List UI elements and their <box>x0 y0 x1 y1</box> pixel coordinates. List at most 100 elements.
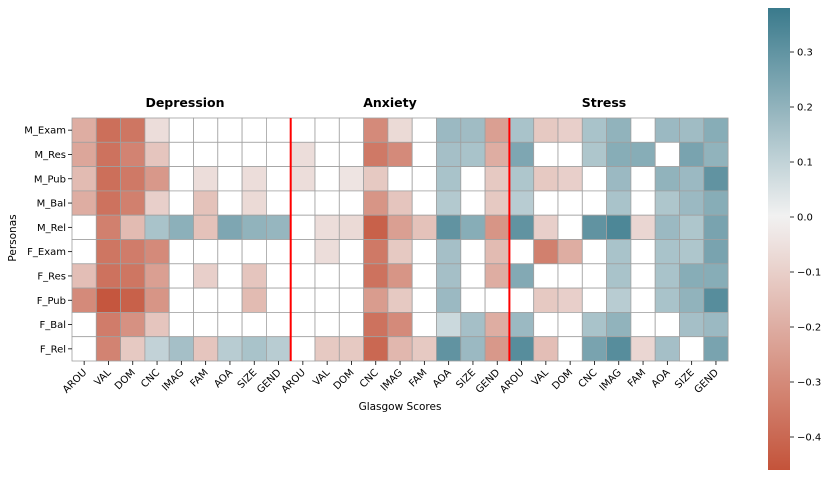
heatmap-cell <box>581 311 607 338</box>
heatmap-cell <box>217 190 243 216</box>
colorbar-tick-label: 0.1 <box>797 158 813 169</box>
heatmap-cell <box>265 336 292 362</box>
heatmap-cell <box>484 311 510 338</box>
heatmap-cell <box>387 214 413 240</box>
heatmap-cell <box>460 287 486 313</box>
heatmap-cell <box>630 311 656 338</box>
heatmap-cell <box>679 287 705 313</box>
heatmap-cell <box>314 311 340 338</box>
heatmap-cell <box>436 336 462 362</box>
y-axis-label: Personas <box>7 214 19 261</box>
heatmap-cell <box>387 141 413 168</box>
heatmap-cell <box>703 311 729 338</box>
heatmap-cell <box>654 311 680 338</box>
heatmap-cell <box>581 336 607 362</box>
heatmap-cell <box>144 214 170 240</box>
group-separators <box>289 118 511 361</box>
heatmap-cell <box>484 141 510 168</box>
heatmap-cell <box>654 166 680 192</box>
y-tick-label: M_Res <box>35 150 67 161</box>
heatmap-cell <box>290 336 316 362</box>
heatmap-cell <box>630 239 656 265</box>
heatmap-cell <box>71 190 97 216</box>
heatmap-cell <box>557 190 583 216</box>
heatmap-cell <box>265 214 292 240</box>
heatmap-cell <box>217 141 243 168</box>
heatmap-cell <box>193 239 219 265</box>
heatmap-cell <box>120 287 146 313</box>
heatmap-cell <box>71 336 97 362</box>
heatmap-cell <box>168 336 194 362</box>
heatmap-cell <box>679 336 705 362</box>
heatmap-cell <box>217 287 243 313</box>
heatmap-cell <box>654 141 680 168</box>
heatmap-cell <box>557 311 583 338</box>
heatmap-cell <box>241 311 267 338</box>
heatmap-cell <box>436 263 462 289</box>
heatmap-cell <box>338 311 364 338</box>
heatmap-cell <box>314 141 340 168</box>
heatmap-cell <box>265 190 292 216</box>
heatmap-cell <box>168 287 194 313</box>
heatmap-cell <box>71 117 97 143</box>
heatmap-cell <box>144 336 170 362</box>
heatmap-cell <box>581 287 607 313</box>
heatmap-cell <box>606 190 632 216</box>
heatmap-cell <box>120 311 146 338</box>
heatmap-cell <box>387 336 413 362</box>
x-tick-label: CNC <box>139 367 162 390</box>
heatmap-cell <box>241 214 267 240</box>
heatmap-cell <box>436 287 462 313</box>
heatmap-cell <box>290 190 316 216</box>
heatmap-cell <box>168 214 194 240</box>
heatmap-cell <box>120 190 146 216</box>
heatmap-cell <box>265 239 292 265</box>
heatmap-cell <box>679 263 705 289</box>
colorbar-tick-label: −0.3 <box>797 378 821 389</box>
heatmap-cell <box>314 166 340 192</box>
heatmap-cell <box>533 287 559 313</box>
heatmap-cell <box>581 263 607 289</box>
heatmap-cell <box>387 263 413 289</box>
heatmap-cell <box>387 239 413 265</box>
x-tick-label: AROU <box>61 367 89 395</box>
x-tick-label: DOM <box>113 367 138 392</box>
heatmap-cell <box>193 141 219 168</box>
heatmap-cell <box>679 214 705 240</box>
heatmap-cell <box>557 287 583 313</box>
heatmap-cell <box>95 141 122 168</box>
heatmap-cell <box>241 117 267 143</box>
heatmap-cell <box>581 141 607 168</box>
heatmap-cell <box>533 336 559 362</box>
heatmap-cell <box>95 166 122 192</box>
heatmap-cell <box>95 214 122 240</box>
heatmap-cell <box>120 117 146 143</box>
heatmap-cell <box>533 141 559 168</box>
heatmap-cell <box>508 214 535 240</box>
heatmap-cell <box>120 336 146 362</box>
heatmap-cell <box>95 239 122 265</box>
heatmap-cell <box>460 214 486 240</box>
heatmap-cell <box>95 263 122 289</box>
x-axis-label: Glasgow Scores <box>359 401 442 413</box>
heatmap-cell <box>484 117 510 143</box>
heatmap-cell <box>290 287 316 313</box>
group-title-depression: Depression <box>145 95 224 110</box>
x-tick-label: VAL <box>93 367 114 388</box>
heatmap-cell <box>120 263 146 289</box>
heatmap-cell <box>144 239 170 265</box>
heatmap-cell <box>411 336 437 362</box>
heatmap-cell <box>703 117 729 143</box>
x-tick-label: IMAG <box>160 367 186 393</box>
heatmap-cell <box>703 263 729 289</box>
heatmap-cell <box>654 263 680 289</box>
heatmap-cell <box>533 263 559 289</box>
heatmap-cell <box>290 166 316 192</box>
heatmap-cell <box>484 239 510 265</box>
heatmap-cell <box>290 239 316 265</box>
heatmap-cell <box>71 141 97 168</box>
heatmap-cell <box>703 239 729 265</box>
heatmap-cell <box>241 141 267 168</box>
